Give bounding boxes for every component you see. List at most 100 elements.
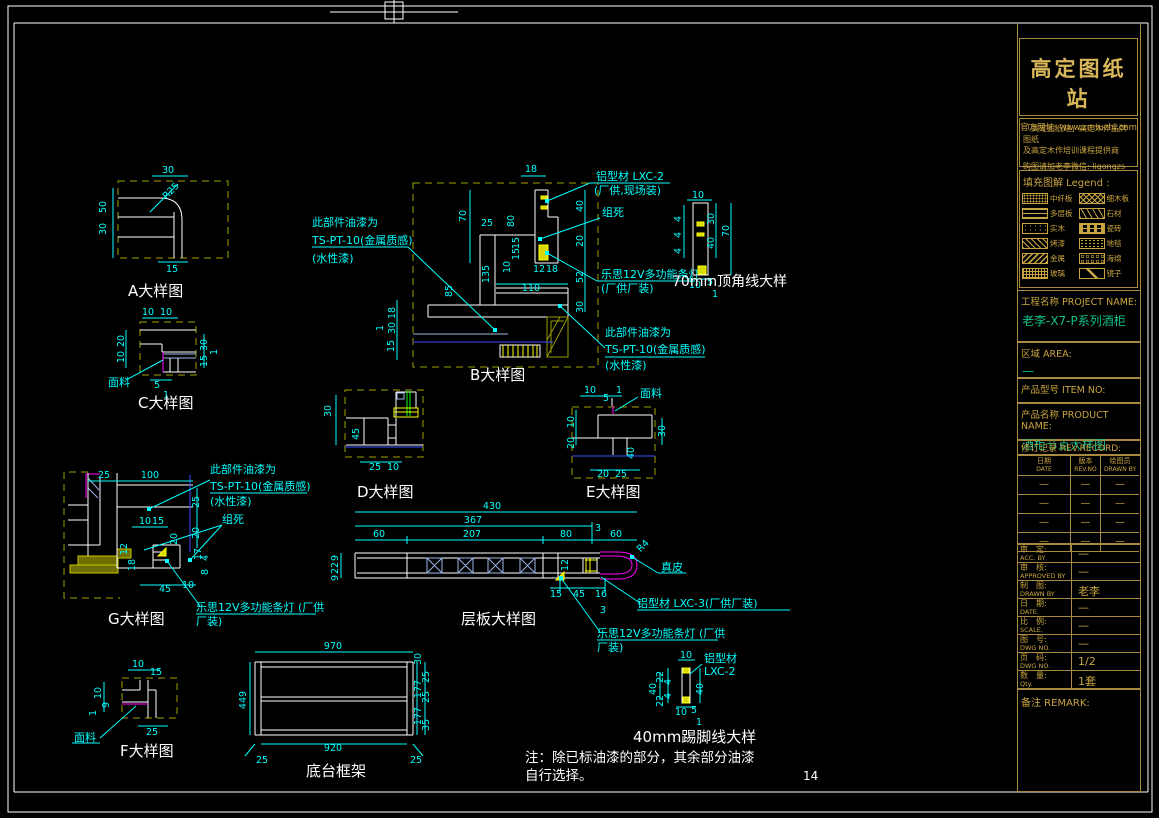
dim-label: 80 [506, 215, 517, 227]
callout-light: 乐思12V多功能条灯 [601, 267, 700, 281]
dim-label: 4 [663, 693, 674, 699]
rev-table: 日期 DATE 版本 REV.NO 绘图员 DRAWN BY — — — — — — … [1017, 455, 1141, 552]
detail-d: 30 45 25 10 D大样图 [323, 389, 424, 501]
dim-label: 25 [481, 218, 493, 229]
callout-aluminium-sub: LXC-2 [704, 665, 736, 678]
callout-paint: (水性漆) [210, 494, 252, 508]
sign-row: 数 量: Qty. 1套 [1018, 671, 1140, 689]
dim-label: 20 [575, 235, 586, 247]
legend-label: 实木 [1050, 224, 1065, 233]
callout-light-sub: 厂装) [597, 641, 623, 654]
dim-label: 430 [483, 501, 501, 512]
project-value: 老李-X7-P系列酒柜 [1022, 314, 1126, 328]
detail-base-frame: 970 449 30 25 177 25 177 35 920 25 25 底台… [238, 641, 432, 780]
callout-paint: TS-PT-10(金属质感) [604, 342, 706, 356]
dim-label: 80 [560, 529, 572, 540]
legend-swatch-pattern [1022, 193, 1048, 204]
dim-label: 70 [458, 210, 469, 222]
dim-label: 10 [387, 462, 399, 473]
rev-col-header: 日期 DATE [1018, 456, 1071, 476]
rev-col-header: 版本 REV.NO [1071, 456, 1101, 476]
dim-label: 1 [88, 710, 99, 716]
legend-swatch-pattern [1078, 208, 1105, 219]
callout-leather: 真皮 [661, 560, 683, 574]
dim-label: 4 [663, 679, 674, 685]
callout-zusi: 组死 [602, 205, 624, 219]
legend-label: 地毯 [1106, 239, 1122, 248]
dim-label: 18 [127, 559, 138, 571]
dim-label: 1 [696, 717, 702, 728]
dim-label: 5 [691, 705, 697, 716]
dim-label: 970 [324, 641, 342, 652]
dim-label: 10 [160, 307, 172, 318]
dim-label: 15 [550, 589, 562, 600]
dim-label: 20 [116, 335, 127, 347]
dim-label: R4 [635, 538, 652, 555]
rev-cell: — [1101, 514, 1139, 533]
legend-grid: 中纤板 细木板 多层板 石材 实木 瓷砖 烤漆 地毯 金属 海绵 玻璃 镜子 [1020, 191, 1137, 281]
dim-label: 15 [511, 248, 522, 260]
page-number: 14 [803, 769, 818, 783]
legend-swatch-pattern [1078, 238, 1105, 249]
legend-title: 填充图解 Legend : [1023, 178, 1110, 189]
dim-label: 135 [481, 265, 492, 283]
registration-mark [384, 1, 395, 20]
sign-row: 审 核: APPROVED BY — [1018, 563, 1140, 581]
dim-label: 30 [98, 223, 109, 235]
dim-label: 15 [152, 516, 164, 527]
callout-fabric: 面料 [108, 375, 130, 389]
dim-label: 85 [444, 285, 455, 297]
dim-label: 5 [154, 380, 160, 391]
dim-label: 5 [707, 277, 713, 288]
dim-label: 25 [369, 462, 381, 473]
dim-label: 3 [595, 523, 601, 534]
dim-label: 12 [119, 543, 130, 555]
dim-label: 30 [706, 213, 717, 225]
dim-label: 4 [200, 555, 211, 561]
legend-item: 玻璃 [1022, 268, 1079, 279]
detail-c: 10 10 20 10 30 15 1 5 1 面料 C大样图 [108, 307, 220, 412]
sign-row: 图 号: DWG NO. — [1018, 635, 1140, 653]
dim-label: 20 [169, 533, 180, 545]
dim-label: 9 [330, 555, 341, 561]
dim-label: 10 [93, 687, 104, 699]
brand-desc-2: 及高定木作培训课程提供商 [1023, 146, 1119, 155]
legend-box: 填充图解 Legend : 中纤板 细木板 多层板 石材 实木 瓷砖 烤漆 地毯… [1019, 170, 1138, 288]
note-line-1: 注：除已标油漆的部分，其余部分油漆 [525, 749, 755, 766]
dim-label: 35 [421, 719, 432, 731]
callout-light-sub: 厂装) [196, 615, 222, 628]
legend-item: 中纤板 [1022, 193, 1079, 204]
product-value: 酒柜节点大样图 [1022, 438, 1107, 452]
rev-cell: — [1071, 533, 1101, 552]
sheet-border [7, 0, 1153, 813]
detail-b-callouts: 铝型材 LXC-2 (厂供,现场装) 组死 乐思12V多功能条灯 (厂供厂装) … [538, 169, 706, 372]
remark-label: 备注 REMARK: [1021, 698, 1090, 709]
dim-label: 52 [575, 271, 586, 283]
detail-shelf: 430 367 60 207 80 3 60 R4 9 22 9 12 15 4… [330, 501, 790, 654]
detail-e: 10 5 1 10 20 30 40 20 25 面料 E大样图 [566, 385, 668, 501]
callout-fabric: 面料 [74, 730, 96, 744]
dim-label: 15 [166, 264, 178, 275]
dim-label: 15 [511, 237, 522, 249]
legend-item: 烤漆 [1022, 238, 1079, 249]
sheet-note: 注：除已标油漆的部分，其余部分油漆 自行选择。 14 [525, 749, 818, 784]
remark-box: 备注 REMARK: [1017, 689, 1141, 792]
legend-swatch-pattern [1022, 238, 1048, 249]
sign-row: 比 例: SCALE. — [1018, 617, 1140, 635]
rev-cell: — [1018, 476, 1071, 495]
legend-label: 金属 [1050, 254, 1065, 263]
sign-value: 老李 [1078, 585, 1100, 598]
brand-box: 高定图纸站 官方网址: www.zmtuzhi.com [1019, 38, 1138, 133]
brand-logo: 高定图纸站 [1030, 56, 1127, 111]
legend-swatch-pattern [1022, 208, 1048, 219]
dim-label: 9 [330, 575, 341, 581]
sign-value: — [1078, 565, 1089, 578]
detail-70mm-cornice: 10 4 4 4 30 40 70 10 5 1 70mm顶角线大样 [672, 190, 787, 300]
product-box: 产品名称 PRODUCT NAME: 酒柜节点大样图 [1017, 403, 1141, 452]
brand-site: 官方网址: www.zmtuzhi.com [1020, 123, 1137, 133]
product-label: 产品名称 PRODUCT NAME: [1021, 410, 1109, 432]
drawing-title: D大样图 [357, 483, 414, 501]
detail-40mm-skirting: 10 22 4 40 4 22 40 10 5 1 铝型材 LXC-2 40mm… [633, 650, 756, 746]
dim-label: 10 [680, 650, 692, 661]
rev-cell: — [1071, 495, 1101, 514]
